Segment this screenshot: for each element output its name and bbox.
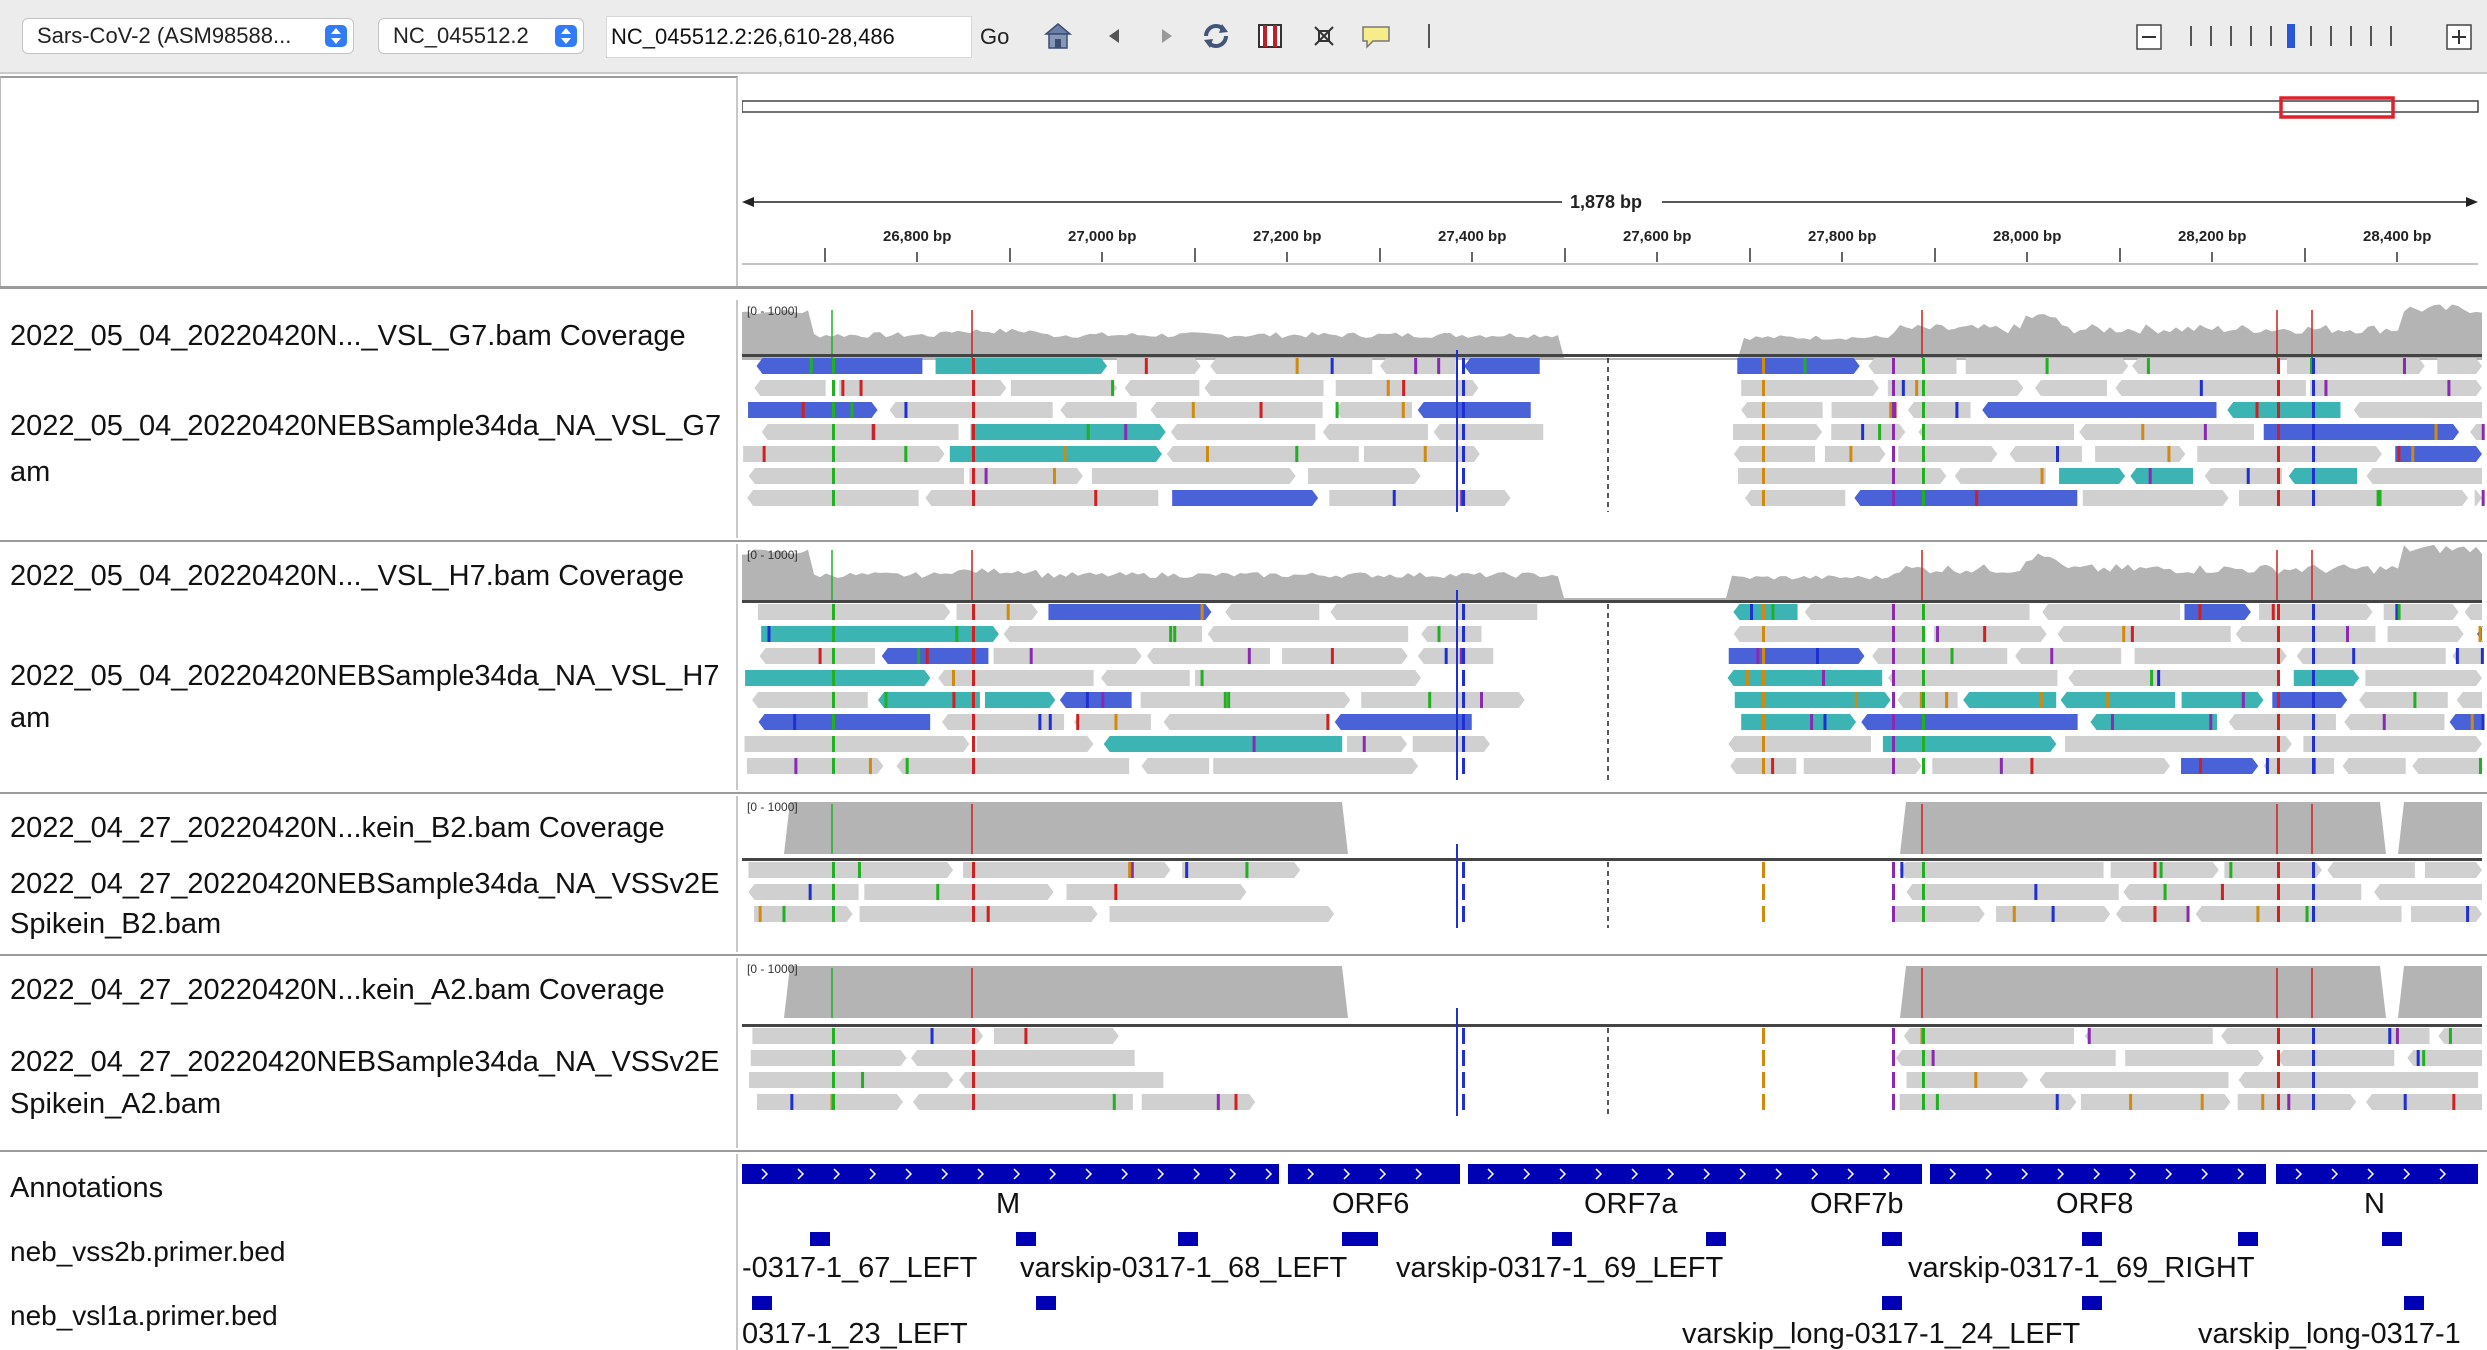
read-rows [742,844,2482,928]
track-name-panel: 2022_05_04_20220420N..._VSL_H7.bam Cover… [0,544,738,790]
alignment-track-label[interactable]: 2022_04_27_20220420NEBSample34da_NA_VSSv… [10,1046,720,1078]
gene-label: N [2364,1188,2385,1220]
primer-track-label[interactable]: neb_vss2b.primer.bed [10,1236,286,1267]
ruler-tick-label: 27,600 bp [1623,228,1692,245]
refresh-icon[interactable] [1200,20,1232,52]
dropdown-arrow-icon [555,25,577,47]
alignment-track-label-continued: Spikein_A2.bam [10,1088,222,1120]
current-region-box [2279,96,2395,119]
gene-label: ORF7b [1810,1188,1904,1220]
alignment-graphics[interactable] [742,796,2487,952]
resize-icon[interactable] [1308,20,1340,52]
chromosome-dropdown-value: NC_045512.2 [393,23,529,48]
alignment-graphics[interactable] [742,300,2487,538]
go-button[interactable]: Go [980,24,1010,49]
annotations-panel: M ORF6 ORF7a ORF7b ORF8 N -0317-1_67_LEF… [742,1154,2487,1350]
alignment-panel: [0 - 1000] [742,544,2487,790]
chromosome-dropdown[interactable]: NC_045512.2 [378,18,584,54]
ruler-panel: 1,878 bp 26,800 bp 27,000 bp 27,200 bp 2… [742,76,2487,286]
alignment-track-label-continued: am [10,702,51,734]
ruler-tick-label: 27,400 bp [1438,228,1507,245]
ruler-tick-label: 27,000 bp [1068,228,1137,245]
coverage-histogram [742,966,2482,1018]
annotations-graphics[interactable] [742,1154,2487,1350]
genome-dropdown[interactable]: Sars-CoV-2 (ASM98588... [22,18,354,54]
gene-label: M [996,1188,1021,1220]
coverage-track-label[interactable]: 2022_05_04_20220420N..._VSL_H7.bam Cover… [10,560,684,592]
coverage-track-label[interactable]: 2022_04_27_20220420N...kein_B2.bam Cover… [10,812,665,844]
primer-label: varskip-0317-1_69_LEFT [1396,1252,1724,1284]
alignment-panel: [0 - 1000] [742,958,2487,1148]
annotations-name-panel: Annotations neb_vss2b.primer.bed neb_vsl… [0,1154,738,1350]
forward-arrow-icon[interactable] [1150,20,1182,52]
primer-track-label[interactable]: neb_vsl1a.primer.bed [10,1300,278,1331]
alignment-track-label[interactable]: 2022_04_27_20220420NEBSample34da_NA_VSSv… [10,868,720,900]
primer-label: varskip-0317-1_69_RIGHT [1908,1252,2255,1284]
coverage-range-label: [0 - 1000] [747,962,798,976]
primer-label: varskip_long-0317-1 [2198,1318,2461,1350]
primer-label: -0317-1_67_LEFT [742,1252,978,1284]
alignment-panel: [0 - 1000] [742,300,2487,538]
coverage-histogram [742,304,2482,360]
toolbar-separator [1428,24,1430,48]
speech-bubble-icon[interactable] [1360,20,1392,52]
genome-dropdown-value: Sars-CoV-2 (ASM98588... [37,23,292,48]
coverage-histogram [742,544,2482,600]
locus-input[interactable]: NC_045512.2:26,610-28,486 [606,16,972,58]
chromosome-ideogram[interactable] [742,100,2479,113]
track-name-panel: 2022_04_27_20220420N...kein_B2.bam Cover… [0,796,738,952]
header-name-panel [0,76,738,286]
zoom-slider[interactable] [2087,18,2487,54]
dropdown-arrow-icon [325,25,347,47]
span-length-label: 1,878 bp [1570,192,1643,212]
coverage-track-label[interactable]: 2022_05_04_20220420N..._VSL_G7.bam Cover… [10,320,686,352]
coverage-range-label: [0 - 1000] [747,548,798,562]
ruler-tick-label: 27,200 bp [1253,228,1322,245]
coverage-track-label[interactable]: 2022_04_27_20220420N...kein_A2.bam Cover… [10,974,665,1006]
primer-label: varskip_long-0317-1_24_LEFT [1682,1318,2081,1350]
ruler-tick-label: 28,400 bp [2363,228,2432,245]
span-arrow-left-icon [742,197,754,207]
alignment-track-label[interactable]: 2022_05_04_20220420NEBSample34da_NA_VSL_… [10,410,722,442]
ruler-tick-label: 28,000 bp [1993,228,2062,245]
alignment-track-label-continued: Spikein_B2.bam [10,908,222,940]
primer-label: 0317-1_23_LEFT [742,1318,968,1350]
read-rows [742,350,2485,512]
toolbar: Sars-CoV-2 (ASM98588... NC_045512.2 NC_0… [0,0,2487,74]
ruler-graphics [742,96,2479,265]
alignment-graphics[interactable] [742,958,2487,1148]
track-name-panel: 2022_04_27_20220420N...kein_A2.bam Cover… [0,958,738,1148]
gene-label: ORF7a [1584,1188,1678,1220]
primer-label: varskip-0317-1_68_LEFT [1020,1252,1348,1284]
alignment-track-label[interactable]: 2022_05_04_20220420NEBSample34da_NA_VSL_… [10,660,720,692]
back-arrow-icon[interactable] [1098,20,1130,52]
coverage-range-label: [0 - 1000] [747,304,798,318]
alignment-graphics[interactable] [742,544,2487,790]
span-arrow-right-icon [2466,197,2478,207]
region-of-interest-icon[interactable] [1254,20,1286,52]
coverage-histogram [742,802,2482,854]
ruler-tick-label: 28,200 bp [2178,228,2247,245]
read-rows [742,590,2485,780]
alignment-panel: [0 - 1000] [742,796,2487,952]
ruler-tick-label: 27,800 bp [1808,228,1877,245]
track-name-panel: 2022_05_04_20220420N..._VSL_G7.bam Cover… [0,300,738,538]
ruler-tick-label: 26,800 bp [883,228,952,245]
gene-label: ORF8 [2056,1188,2134,1220]
gene-label: ORF6 [1332,1188,1410,1220]
annotations-track-label[interactable]: Annotations [10,1172,164,1204]
coverage-range-label: [0 - 1000] [747,800,798,814]
home-icon[interactable] [1042,20,1074,52]
alignment-track-label-continued: am [10,456,51,488]
read-rows [742,1008,2482,1116]
